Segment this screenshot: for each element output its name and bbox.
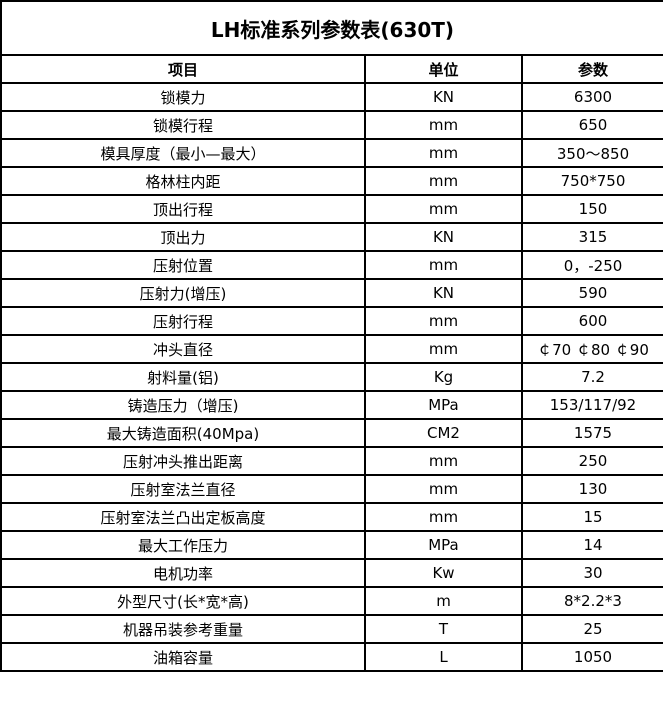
item-cell: 锁模行程 xyxy=(0,110,366,140)
table-row: 机器吊装参考重量 T 25 xyxy=(0,614,663,644)
unit-cell: KN xyxy=(364,222,523,252)
value-cell: 130 xyxy=(521,474,663,504)
value-cell: 6300 xyxy=(521,82,663,112)
table-row: 格林柱内距 mm 750*750 xyxy=(0,166,663,196)
table-row: 压射室法兰直径 mm 130 xyxy=(0,474,663,504)
unit-cell: L xyxy=(364,642,523,672)
value-cell: 600 xyxy=(521,306,663,336)
value-cell: 15 xyxy=(521,502,663,532)
header-item: 项目 xyxy=(0,54,366,84)
table-row: 锁模行程 mm 650 xyxy=(0,110,663,140)
table-title: LH标准系列参数表(630T) xyxy=(0,0,663,56)
table-row: 压射冲头推出距离 mm 250 xyxy=(0,446,663,476)
item-cell: 机器吊装参考重量 xyxy=(0,614,366,644)
value-cell: 1575 xyxy=(521,418,663,448)
item-cell: 电机功率 xyxy=(0,558,366,588)
value-cell: 590 xyxy=(521,278,663,308)
item-cell: 格林柱内距 xyxy=(0,166,366,196)
table-row: 压射力(增压) KN 590 xyxy=(0,278,663,308)
unit-cell: MPa xyxy=(364,530,523,560)
unit-cell: m xyxy=(364,586,523,616)
unit-cell: MPa xyxy=(364,390,523,420)
table-row: 最大工作压力 MPa 14 xyxy=(0,530,663,560)
value-cell: 315 xyxy=(521,222,663,252)
item-cell: 压射力(增压) xyxy=(0,278,366,308)
title-row: LH标准系列参数表(630T) xyxy=(0,0,663,56)
unit-cell: CM2 xyxy=(364,418,523,448)
header-unit: 单位 xyxy=(364,54,523,84)
value-cell: 150 xyxy=(521,194,663,224)
table-row: 锁模力 KN 6300 xyxy=(0,82,663,112)
header-row: 项目 单位 参数 xyxy=(0,54,663,84)
item-cell: 射料量(铝) xyxy=(0,362,366,392)
table-row: 铸造压力（增压) MPa 153/117/92 xyxy=(0,390,663,420)
value-cell: 1050 xyxy=(521,642,663,672)
unit-cell: mm xyxy=(364,446,523,476)
value-cell: 25 xyxy=(521,614,663,644)
value-cell: 0，-250 xyxy=(521,250,663,280)
unit-cell: mm xyxy=(364,250,523,280)
item-cell: 模具厚度（最小—最大） xyxy=(0,138,366,168)
item-cell: 压射冲头推出距离 xyxy=(0,446,366,476)
item-cell: 顶出力 xyxy=(0,222,366,252)
table-row: 模具厚度（最小—最大） mm 350～850 xyxy=(0,138,663,168)
item-cell: 压射位置 xyxy=(0,250,366,280)
unit-cell: T xyxy=(364,614,523,644)
table-row: 冲头直径 mm ￠70 ￠80 ￠90 xyxy=(0,334,663,364)
value-cell: 250 xyxy=(521,446,663,476)
table-row: 压射行程 mm 600 xyxy=(0,306,663,336)
value-cell: ￠70 ￠80 ￠90 xyxy=(521,334,663,364)
unit-cell: mm xyxy=(364,194,523,224)
header-value: 参数 xyxy=(521,54,663,84)
table-row: 压射位置 mm 0，-250 xyxy=(0,250,663,280)
unit-cell: mm xyxy=(364,110,523,140)
item-cell: 压射室法兰直径 xyxy=(0,474,366,504)
table-row: 外型尺寸(长*宽*高) m 8*2.2*3 xyxy=(0,586,663,616)
table-row: 电机功率 Kw 30 xyxy=(0,558,663,588)
value-cell: 7.2 xyxy=(521,362,663,392)
item-cell: 锁模力 xyxy=(0,82,366,112)
unit-cell: KN xyxy=(364,82,523,112)
value-cell: 14 xyxy=(521,530,663,560)
item-cell: 冲头直径 xyxy=(0,334,366,364)
value-cell: 750*750 xyxy=(521,166,663,196)
table-row: 压射室法兰凸出定板高度 mm 15 xyxy=(0,502,663,532)
parameter-table: LH标准系列参数表(630T) 项目 单位 参数 锁模力 KN 6300 锁模行程 mm… xyxy=(0,0,663,672)
value-cell: 650 xyxy=(521,110,663,140)
item-cell: 油箱容量 xyxy=(0,642,366,672)
value-cell: 350～850 xyxy=(521,138,663,168)
unit-cell: mm xyxy=(364,306,523,336)
value-cell: 8*2.2*3 xyxy=(521,586,663,616)
table-row: 射料量(铝) Kg 7.2 xyxy=(0,362,663,392)
unit-cell: KN xyxy=(364,278,523,308)
unit-cell: mm xyxy=(364,502,523,532)
item-cell: 铸造压力（增压) xyxy=(0,390,366,420)
unit-cell: mm xyxy=(364,474,523,504)
item-cell: 顶出行程 xyxy=(0,194,366,224)
table-row: 最大铸造面积(40Mpa) CM2 1575 xyxy=(0,418,663,448)
unit-cell: mm xyxy=(364,138,523,168)
item-cell: 最大铸造面积(40Mpa) xyxy=(0,418,366,448)
item-cell: 压射行程 xyxy=(0,306,366,336)
table-row: 顶出力 KN 315 xyxy=(0,222,663,252)
unit-cell: Kg xyxy=(364,362,523,392)
unit-cell: Kw xyxy=(364,558,523,588)
item-cell: 外型尺寸(长*宽*高) xyxy=(0,586,366,616)
unit-cell: mm xyxy=(364,334,523,364)
unit-cell: mm xyxy=(364,166,523,196)
table-row: 顶出行程 mm 150 xyxy=(0,194,663,224)
value-cell: 153/117/92 xyxy=(521,390,663,420)
item-cell: 压射室法兰凸出定板高度 xyxy=(0,502,366,532)
table-row: 油箱容量 L 1050 xyxy=(0,642,663,672)
item-cell: 最大工作压力 xyxy=(0,530,366,560)
value-cell: 30 xyxy=(521,558,663,588)
